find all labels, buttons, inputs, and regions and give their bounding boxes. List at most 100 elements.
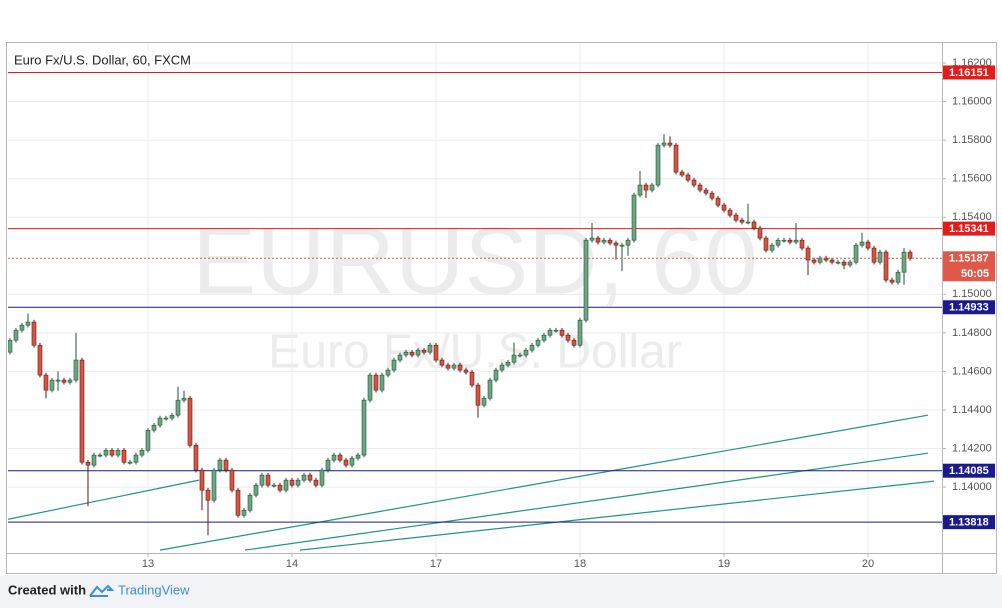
candle-body xyxy=(409,351,415,356)
candle-body xyxy=(427,344,433,353)
candle-body xyxy=(151,424,157,431)
candle-body xyxy=(847,261,853,266)
level-label: 1.13818 xyxy=(949,517,989,529)
chart-frame xyxy=(6,42,997,574)
candle-body xyxy=(631,194,637,241)
y-tick-label: 1.15400 xyxy=(952,211,992,223)
candle-body xyxy=(469,371,475,386)
chart-title: Euro Fx/U.S. Dollar, 60, FXCM xyxy=(14,52,191,67)
candle-body xyxy=(163,417,169,420)
candle-body xyxy=(715,197,721,206)
level-label: 1.14085 xyxy=(949,465,989,477)
candle-body xyxy=(757,227,763,239)
candle-body xyxy=(739,219,745,223)
y-tick-label: 1.14800 xyxy=(952,327,992,339)
candle-body xyxy=(877,251,883,263)
trend-line xyxy=(8,479,200,520)
candle-body xyxy=(247,494,253,511)
candle-body xyxy=(547,329,553,336)
candle-body xyxy=(775,239,781,246)
candle-body xyxy=(217,459,223,471)
candle-body xyxy=(175,399,181,416)
candle-body xyxy=(823,257,829,261)
candle-body xyxy=(379,374,385,391)
candle-body xyxy=(841,261,847,266)
candle-body xyxy=(25,321,31,326)
y-tick-label: 1.16200 xyxy=(952,57,992,69)
candle-body xyxy=(85,461,91,466)
candle-body xyxy=(403,351,409,356)
candle-body xyxy=(205,489,211,501)
candle-body xyxy=(127,461,133,464)
candle-body xyxy=(889,279,895,283)
candle-body xyxy=(481,397,487,406)
candle-body xyxy=(229,469,235,491)
candle-body xyxy=(439,359,445,366)
candle-body xyxy=(583,239,589,321)
x-tick-label: 14 xyxy=(286,558,298,570)
candle-body xyxy=(19,324,25,331)
candle-body xyxy=(661,142,667,146)
candle-body xyxy=(691,179,697,186)
candle-body xyxy=(859,241,865,246)
candle-body xyxy=(277,484,283,491)
title-backdrop xyxy=(10,52,190,68)
trend-line xyxy=(244,452,929,551)
candle-body xyxy=(325,459,331,471)
candle-body xyxy=(43,374,49,391)
candle-body xyxy=(91,454,97,466)
y-tick-label: 1.15600 xyxy=(952,173,992,185)
x-tick-label: 19 xyxy=(718,558,730,570)
candle-body xyxy=(649,184,655,191)
candle-body xyxy=(73,359,79,381)
candle-body xyxy=(499,364,505,371)
watermark: EURUSD, 60 xyxy=(192,207,758,314)
candle-body xyxy=(391,359,397,371)
candle-body xyxy=(529,344,535,351)
candle-body xyxy=(601,239,607,243)
footer-brand[interactable]: TradingView xyxy=(118,582,190,597)
candle-body xyxy=(181,397,187,401)
candle-body xyxy=(895,271,901,283)
candle-body xyxy=(637,184,643,196)
y-tick-label: 1.15000 xyxy=(952,288,992,300)
candle-body xyxy=(331,454,337,461)
candle-body xyxy=(223,459,229,471)
y-tick-label: 1.15800 xyxy=(952,134,992,146)
candle-body xyxy=(385,369,391,376)
trend-line xyxy=(299,480,935,551)
candle-body xyxy=(505,361,511,366)
candle-body xyxy=(553,329,559,332)
candle-body xyxy=(571,339,577,346)
watermark-subtitle: Euro Fx/U.S. Dollar xyxy=(268,326,681,379)
candle-body xyxy=(685,174,691,181)
candle-body xyxy=(655,144,661,186)
candle-body xyxy=(589,237,595,241)
candle-body xyxy=(607,239,613,244)
candle-body xyxy=(283,479,289,491)
candle-body xyxy=(121,449,127,463)
level-label-box xyxy=(943,65,995,80)
candle-body xyxy=(337,454,343,461)
candle-body xyxy=(643,184,649,191)
level-label: 1.14933 xyxy=(949,302,989,314)
candle-body xyxy=(193,444,199,471)
candle-body xyxy=(253,484,259,496)
candle-body xyxy=(577,319,583,346)
candle-body xyxy=(619,244,625,247)
candle-body xyxy=(8,339,13,353)
footer-created-with: Created with xyxy=(8,582,86,597)
y-tick-label: 1.14000 xyxy=(952,481,992,493)
candle-body xyxy=(367,374,373,401)
candle-body xyxy=(535,339,541,346)
candle-body xyxy=(625,239,631,246)
candle-body xyxy=(265,474,271,486)
x-tick-label: 18 xyxy=(574,558,586,570)
candle-body xyxy=(703,189,709,194)
candle-body xyxy=(259,474,265,486)
candle-body xyxy=(511,354,517,363)
candle-body xyxy=(541,334,547,341)
candle-body xyxy=(781,239,787,242)
candle-body xyxy=(187,397,193,446)
